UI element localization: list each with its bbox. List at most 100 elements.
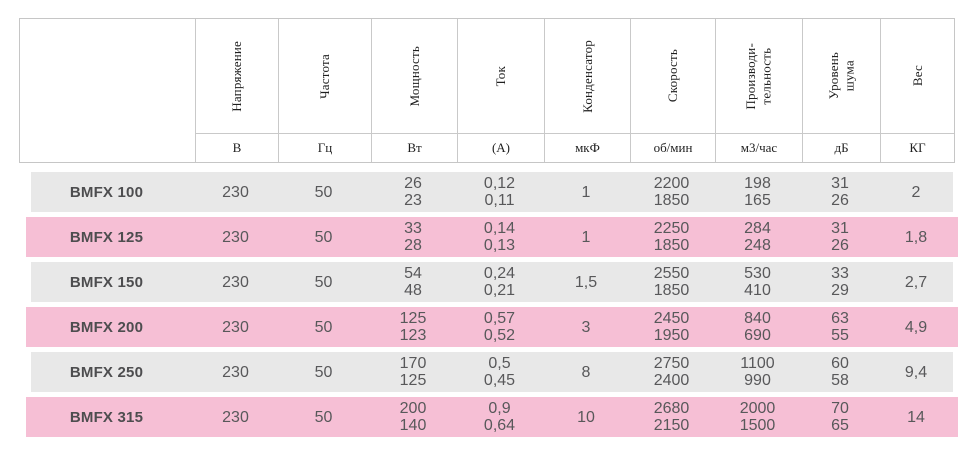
- cell-power: 54 48: [404, 265, 422, 299]
- column-name: Вес: [909, 65, 925, 87]
- row-bmfx-150: BMFX 150 230 50 54 48 0,24 0,21 1,5 2550 18…: [19, 262, 955, 302]
- cell-power: 26 23: [404, 175, 422, 209]
- spec-table-body: BMFX 100 230 50 26 23 0,12 0,11 1 2200 1850…: [19, 172, 958, 442]
- cell-speed: 2250 1850: [653, 220, 690, 254]
- cell-noise: 63 55: [831, 310, 849, 344]
- cell-voltage: 230: [222, 228, 249, 246]
- column-unit: В: [196, 133, 278, 162]
- cell-capacity: 840 690: [744, 310, 771, 344]
- cell-frequency: 50: [314, 318, 333, 336]
- row-bmfx-200: BMFX 200 230 50 125 123 0,57 0,52 3 2450 19…: [19, 307, 958, 347]
- cell-frequency: 50: [314, 183, 333, 201]
- row-bmfx-250: BMFX 250 230 50 170 125 0,5 0,45 8 2750 240…: [19, 352, 955, 392]
- cell-capacitor: 1: [581, 228, 591, 246]
- cell-power: 170 125: [399, 355, 427, 389]
- model-name: BMFX 150: [69, 273, 144, 291]
- model-name: BMFX 100: [69, 183, 144, 201]
- cell-frequency: 50: [314, 363, 333, 381]
- cell-weight: 9,4: [904, 363, 928, 381]
- cell-frequency: 50: [314, 408, 333, 426]
- column-unit: мкФ: [545, 133, 630, 162]
- cell-capacity: 1100 990: [740, 355, 775, 389]
- cell-noise: 70 65: [831, 400, 849, 434]
- cell-current: 0,12 0,11: [483, 175, 516, 209]
- row-background: [31, 172, 953, 212]
- cell-noise: 60 58: [831, 355, 849, 389]
- cell-capacity: 2000 1500: [739, 400, 776, 434]
- cell-capacitor: 1: [581, 183, 591, 201]
- column-name: Скорость: [665, 49, 681, 103]
- cell-speed: 2550 1850: [653, 265, 690, 299]
- column-header-capacitor: Конденсатор мкФ: [544, 19, 630, 162]
- cell-capacitor: 1,5: [574, 273, 598, 291]
- spec-table-header: Напряжение В Частота Гц Мощность Вт Ток …: [19, 18, 955, 163]
- cell-power: 125 123: [399, 310, 427, 344]
- column-header-power: Мощность Вт: [371, 19, 457, 162]
- cell-frequency: 50: [314, 273, 333, 291]
- cell-current: 0,9 0,64: [483, 400, 516, 434]
- cell-noise: 31 26: [831, 220, 849, 254]
- cell-weight: 2: [911, 183, 921, 201]
- column-header-weight: Вес КГ: [880, 19, 954, 162]
- column-name: Напряжение: [229, 40, 245, 112]
- cell-frequency: 50: [314, 228, 333, 246]
- column-unit: об/мин: [631, 133, 715, 162]
- row-background: [26, 217, 958, 257]
- cell-voltage: 230: [222, 183, 249, 201]
- model-name: BMFX 315: [69, 408, 144, 426]
- cell-capacity: 284 248: [744, 220, 771, 254]
- column-unit: Вт: [372, 133, 457, 162]
- cell-noise: 31 26: [831, 175, 849, 209]
- column-header-noise-level: Уровень шума дБ: [802, 19, 880, 162]
- cell-weight: 4,9: [904, 318, 928, 336]
- column-unit: м3/час: [716, 133, 802, 162]
- cell-current: 0,24 0,21: [483, 265, 516, 299]
- column-header-capacity: Производи- тельность м3/час: [715, 19, 802, 162]
- column-header-voltage: Напряжение В: [195, 19, 278, 162]
- column-header-speed: Скорость об/мин: [630, 19, 715, 162]
- column-name: Уровень шума: [825, 52, 857, 100]
- cell-capacitor: 3: [581, 318, 591, 336]
- cell-voltage: 230: [222, 273, 249, 291]
- model-name: BMFX 250: [69, 363, 144, 381]
- row-background: [26, 397, 958, 437]
- cell-power: 200 140: [399, 400, 427, 434]
- cell-speed: 2450 1950: [653, 310, 690, 344]
- cell-weight: 1,8: [904, 228, 928, 246]
- cell-capacity: 530 410: [744, 265, 771, 299]
- corner-blank: [20, 19, 195, 162]
- column-name: Производи- тельность: [743, 42, 774, 110]
- column-name: Конденсатор: [579, 39, 595, 113]
- cell-weight: 2,7: [904, 273, 928, 291]
- column-header-frequency: Частота Гц: [278, 19, 371, 162]
- column-name: Мощность: [406, 45, 422, 107]
- cell-power: 33 28: [404, 220, 422, 254]
- row-background: [26, 307, 958, 347]
- model-name: BMFX 200: [69, 318, 144, 336]
- column-header-current: Ток (А): [457, 19, 544, 162]
- cell-speed: 2680 2150: [653, 400, 690, 434]
- cell-capacity: 198 165: [744, 175, 771, 209]
- cell-voltage: 230: [222, 363, 249, 381]
- corner-cell: [20, 19, 195, 162]
- cell-current: 0,5 0,45: [483, 355, 516, 389]
- cell-voltage: 230: [222, 408, 249, 426]
- cell-current: 0,14 0,13: [483, 220, 516, 254]
- column-unit: (А): [458, 133, 544, 162]
- row-bmfx-315: BMFX 315 230 50 200 140 0,9 0,64 10 2680 21…: [19, 397, 958, 437]
- cell-capacitor: 8: [581, 363, 591, 381]
- cell-capacitor: 10: [577, 408, 595, 426]
- cell-current: 0,57 0,52: [483, 310, 516, 344]
- cell-noise: 33 29: [831, 265, 849, 299]
- row-background: [31, 352, 953, 392]
- cell-weight: 14: [907, 408, 925, 426]
- row-bmfx-100: BMFX 100 230 50 26 23 0,12 0,11 1 2200 1850…: [19, 172, 955, 212]
- row-bmfx-125: BMFX 125 230 50 33 28 0,14 0,13 1 2250 1850…: [19, 217, 958, 257]
- column-name: Ток: [493, 65, 509, 87]
- cell-speed: 2200 1850: [653, 175, 690, 209]
- model-name: BMFX 125: [69, 228, 144, 246]
- column-unit: Гц: [279, 133, 371, 162]
- column-unit: дБ: [803, 133, 880, 162]
- row-background: [31, 262, 953, 302]
